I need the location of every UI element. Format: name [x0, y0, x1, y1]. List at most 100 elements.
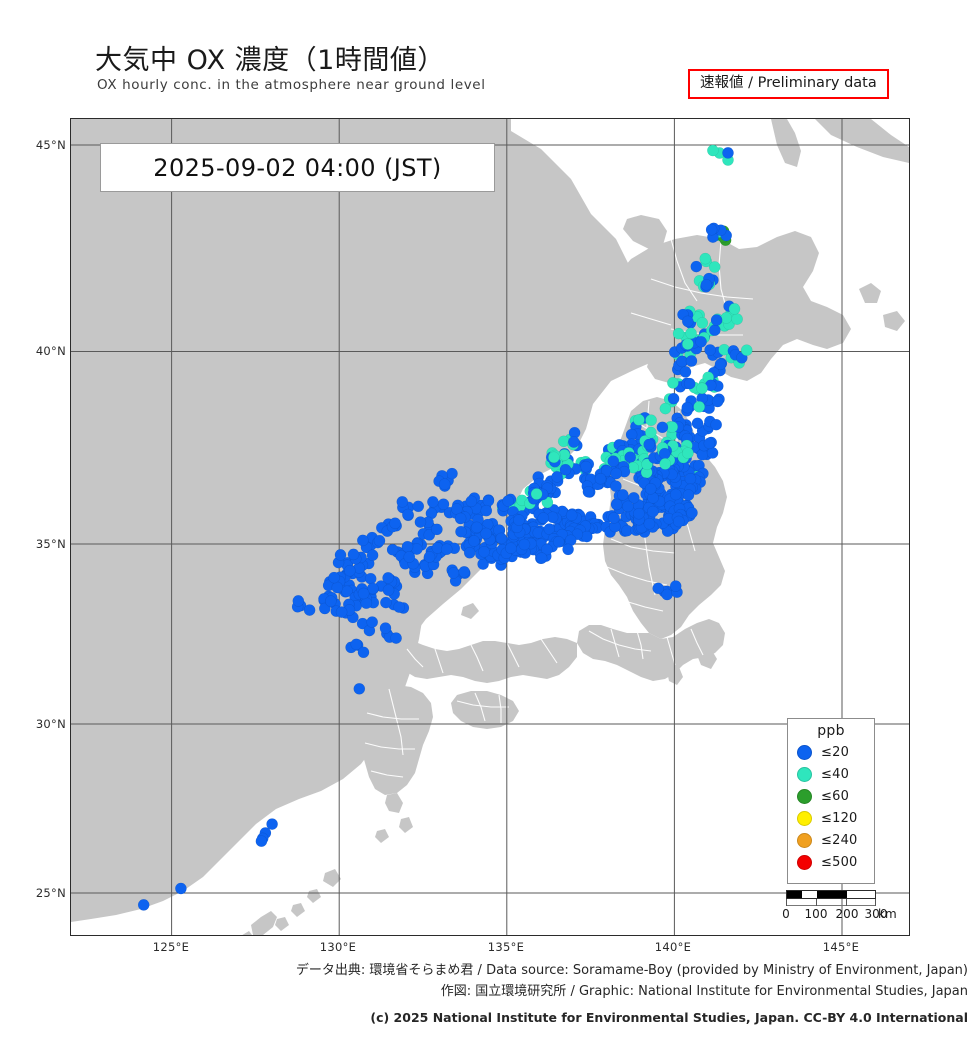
- observation-point[interactable]: [608, 512, 620, 524]
- observation-point[interactable]: [659, 402, 672, 415]
- observation-point[interactable]: [607, 455, 620, 468]
- observation-point[interactable]: [627, 491, 640, 504]
- observation-point[interactable]: [535, 552, 548, 565]
- observation-point[interactable]: [672, 515, 685, 528]
- observation-point[interactable]: [364, 572, 377, 585]
- observation-point[interactable]: [594, 472, 607, 485]
- observation-point[interactable]: [559, 463, 572, 476]
- observation-point[interactable]: [693, 400, 706, 413]
- observation-point[interactable]: [681, 315, 694, 328]
- observation-point[interactable]: [455, 525, 467, 538]
- observation-point[interactable]: [696, 317, 709, 329]
- observation-point[interactable]: [667, 392, 680, 405]
- observation-point[interactable]: [343, 564, 356, 577]
- observation-point[interactable]: [696, 382, 708, 395]
- observation-point[interactable]: [513, 514, 525, 526]
- observation-point[interactable]: [644, 482, 657, 495]
- observation-point[interactable]: [667, 377, 679, 389]
- observation-point[interactable]: [610, 467, 623, 480]
- observation-point[interactable]: [423, 551, 436, 563]
- observation-point[interactable]: [703, 437, 716, 450]
- observation-point[interactable]: [537, 512, 550, 524]
- observation-point[interactable]: [454, 512, 467, 525]
- observation-point[interactable]: [331, 581, 344, 594]
- observation-point[interactable]: [357, 646, 370, 659]
- observation-point[interactable]: [656, 421, 669, 434]
- observation-point[interactable]: [366, 616, 379, 628]
- observation-point[interactable]: [669, 488, 682, 501]
- observation-points[interactable]: [137, 144, 753, 911]
- observation-point[interactable]: [633, 413, 645, 426]
- observation-point[interactable]: [683, 377, 696, 390]
- observation-point[interactable]: [447, 567, 460, 579]
- observation-point[interactable]: [137, 899, 150, 911]
- observation-point[interactable]: [334, 549, 347, 561]
- observation-point[interactable]: [690, 260, 703, 273]
- observation-point[interactable]: [728, 303, 741, 315]
- observation-point[interactable]: [682, 447, 694, 459]
- observation-point[interactable]: [681, 338, 694, 350]
- observation-point[interactable]: [652, 582, 665, 595]
- observation-point[interactable]: [353, 682, 366, 695]
- observation-point[interactable]: [403, 551, 416, 563]
- observation-point[interactable]: [582, 485, 595, 498]
- observation-point[interactable]: [731, 313, 743, 325]
- observation-point[interactable]: [710, 314, 723, 326]
- observation-point[interactable]: [685, 355, 698, 367]
- observation-point[interactable]: [328, 571, 340, 584]
- observation-point[interactable]: [446, 467, 458, 480]
- observation-point[interactable]: [468, 535, 480, 547]
- observation-point[interactable]: [682, 489, 695, 501]
- observation-point[interactable]: [645, 414, 657, 427]
- observation-point[interactable]: [360, 597, 373, 610]
- observation-point[interactable]: [720, 312, 733, 324]
- observation-point[interactable]: [695, 335, 707, 348]
- observation-point[interactable]: [357, 587, 370, 600]
- observation-point[interactable]: [666, 421, 679, 433]
- observation-point[interactable]: [414, 516, 427, 528]
- observation-point[interactable]: [347, 548, 360, 561]
- observation-point[interactable]: [562, 543, 574, 556]
- observation-point[interactable]: [431, 523, 443, 536]
- observation-point[interactable]: [465, 495, 478, 508]
- observation-point[interactable]: [645, 426, 657, 439]
- observation-point[interactable]: [427, 496, 439, 508]
- observation-point[interactable]: [390, 632, 402, 644]
- observation-point[interactable]: [478, 545, 490, 558]
- observation-point[interactable]: [643, 438, 656, 451]
- observation-point[interactable]: [438, 478, 451, 491]
- observation-point[interactable]: [681, 401, 694, 414]
- observation-point[interactable]: [366, 549, 379, 562]
- observation-point[interactable]: [495, 532, 508, 545]
- observation-point[interactable]: [740, 344, 753, 357]
- observation-point[interactable]: [266, 818, 278, 830]
- observation-point[interactable]: [335, 606, 348, 618]
- observation-point[interactable]: [530, 488, 543, 500]
- observation-point[interactable]: [669, 580, 682, 592]
- observation-point[interactable]: [647, 505, 659, 518]
- observation-point[interactable]: [382, 584, 395, 597]
- observation-point[interactable]: [551, 470, 563, 483]
- observation-point[interactable]: [401, 540, 414, 553]
- observation-point[interactable]: [548, 451, 560, 464]
- observation-point[interactable]: [303, 604, 316, 616]
- observation-point[interactable]: [700, 278, 713, 291]
- observation-point[interactable]: [518, 538, 531, 551]
- observation-point[interactable]: [175, 882, 187, 895]
- observation-point[interactable]: [379, 622, 392, 634]
- observation-point[interactable]: [616, 488, 629, 501]
- observation-point[interactable]: [714, 358, 727, 371]
- observation-point[interactable]: [707, 144, 719, 157]
- observation-point[interactable]: [292, 595, 305, 607]
- observation-point[interactable]: [470, 521, 483, 534]
- observation-point[interactable]: [722, 147, 734, 159]
- observation-point[interactable]: [412, 500, 425, 513]
- observation-point[interactable]: [440, 543, 453, 556]
- observation-point[interactable]: [255, 835, 268, 848]
- observation-point[interactable]: [704, 344, 716, 356]
- observation-point[interactable]: [505, 542, 517, 555]
- observation-point[interactable]: [380, 596, 392, 609]
- observation-point[interactable]: [402, 508, 414, 521]
- observation-point[interactable]: [658, 447, 671, 460]
- observation-point[interactable]: [373, 534, 386, 547]
